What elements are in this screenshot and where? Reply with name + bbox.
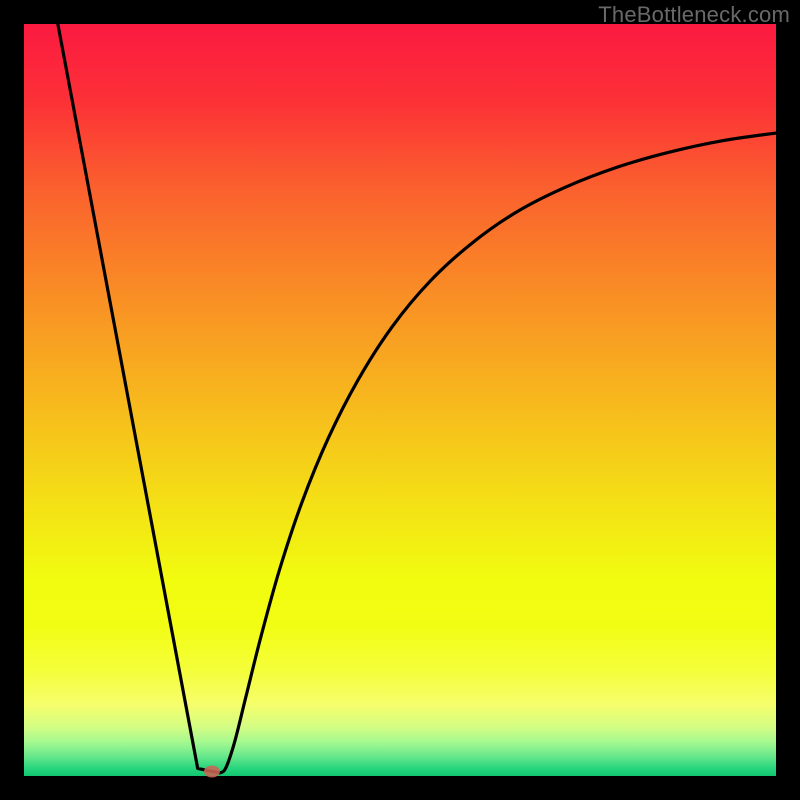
chart-svg [0, 0, 800, 800]
chart-background-gradient [24, 24, 776, 776]
selected-point-marker [204, 765, 220, 777]
watermark-text: TheBottleneck.com [598, 2, 790, 28]
bottleneck-chart: TheBottleneck.com [0, 0, 800, 800]
